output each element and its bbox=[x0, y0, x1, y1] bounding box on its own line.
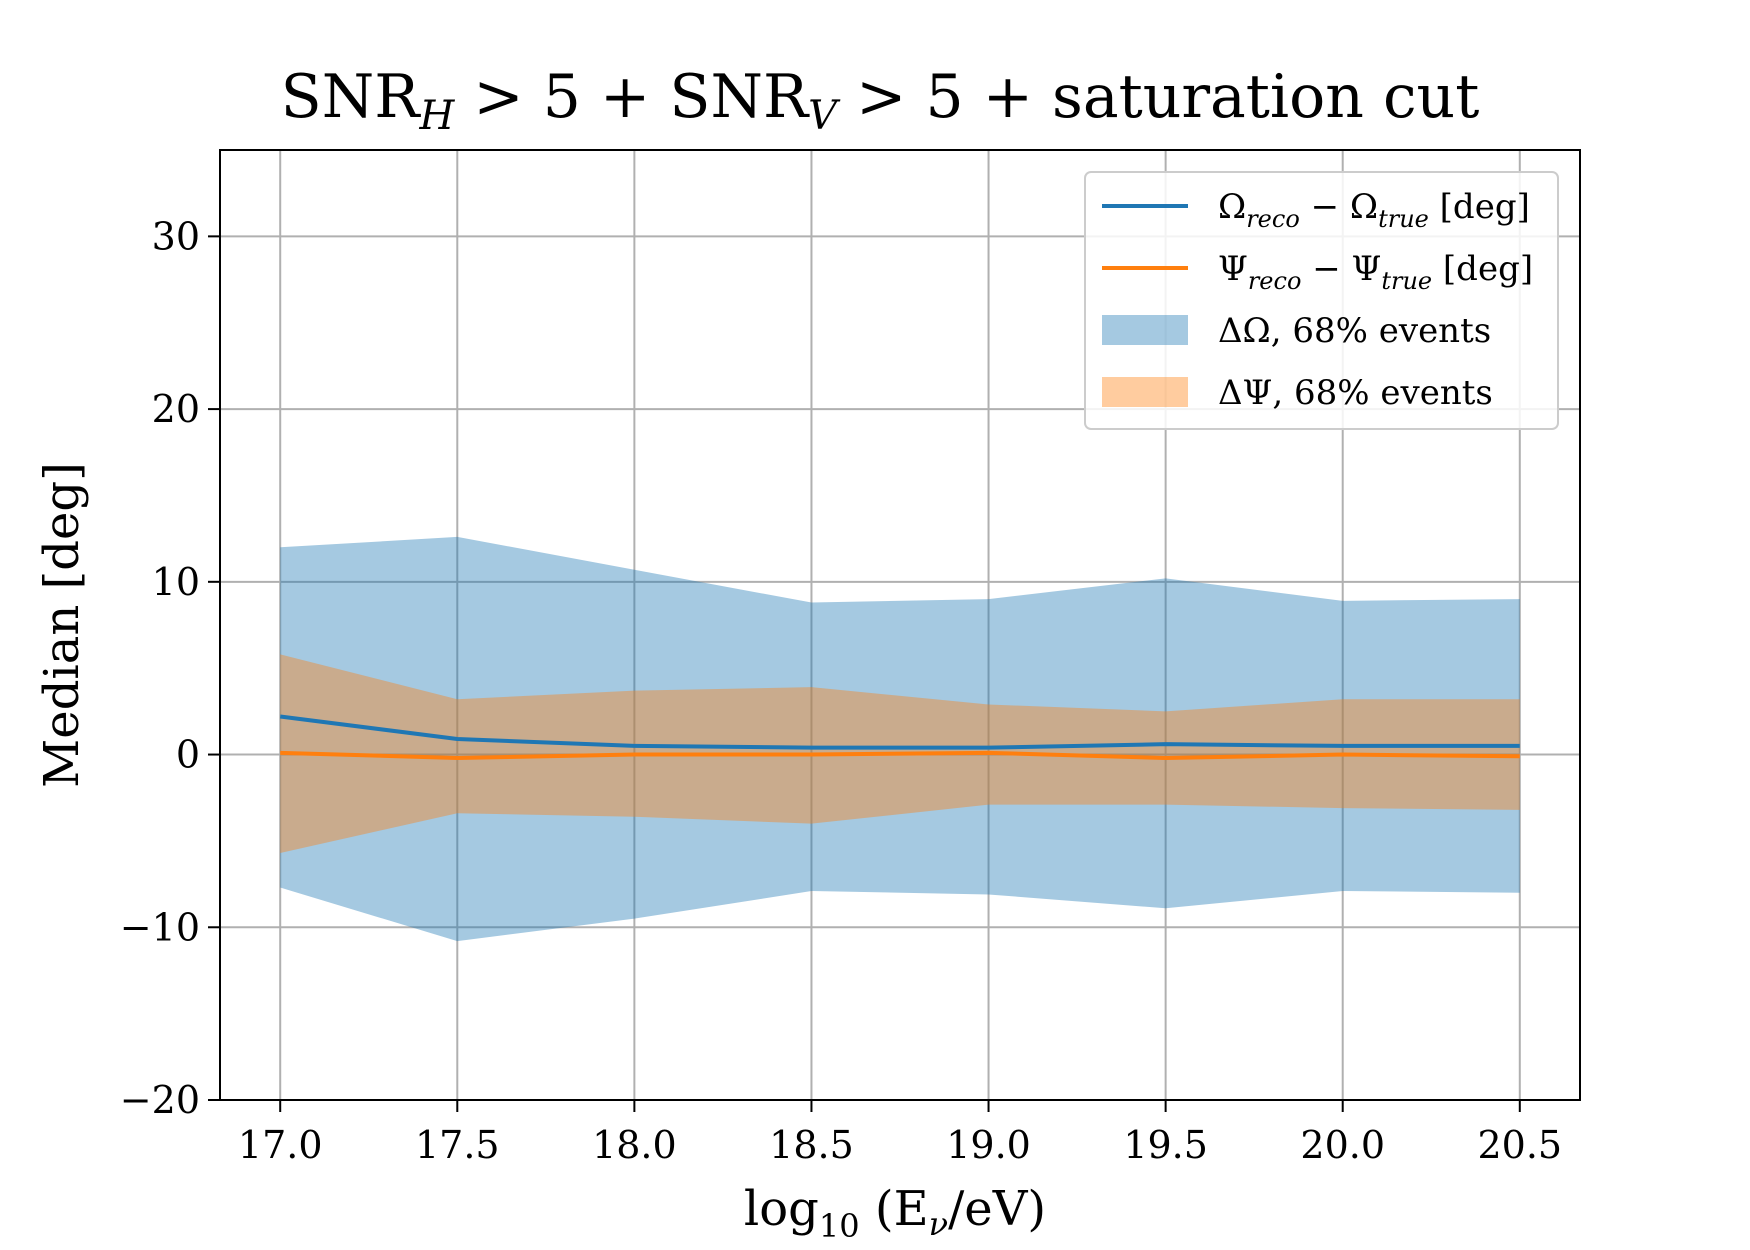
x-axis-label: log10 (Eν/eV) bbox=[744, 1181, 1046, 1245]
legend-label: Ωreco − Ωtrue [deg] bbox=[1218, 187, 1530, 233]
y-tick-label: 10 bbox=[152, 560, 200, 604]
axis-ticks: 17.0 17.5 18.0 18.5 19.0 19.5 20.0 20.5 −20 −10 0 1… bbox=[120, 214, 1562, 1167]
y-tick-label: 30 bbox=[152, 214, 200, 258]
legend-label: Ψreco − Ψtrue [deg] bbox=[1218, 249, 1533, 295]
x-tick-label: 18.5 bbox=[769, 1123, 854, 1167]
x-tick-label: 18.0 bbox=[592, 1123, 677, 1167]
y-tick-label: 0 bbox=[176, 733, 200, 777]
legend: Ωreco − Ωtrue [deg] Ψreco − Ψtrue [deg] ΔΩ… bbox=[1084, 171, 1559, 430]
line-omega-median bbox=[279, 714, 1520, 750]
legend-box bbox=[1084, 171, 1559, 430]
y-tick-label: 20 bbox=[152, 387, 200, 431]
legend-swatch-band bbox=[1102, 377, 1188, 407]
x-tick-label: 17.0 bbox=[238, 1123, 323, 1167]
line-psi-median bbox=[280, 750, 1520, 760]
band-delta-omega bbox=[280, 536, 1520, 942]
legend-swatch-band bbox=[1102, 315, 1188, 345]
x-tick-label: 20.5 bbox=[1477, 1123, 1562, 1167]
median-lines bbox=[279, 714, 1520, 760]
legend-label: ΔΩ, 68% events bbox=[1218, 311, 1491, 351]
plot-frame bbox=[219, 149, 1581, 1101]
legend-label: ΔΨ, 68% events bbox=[1218, 373, 1493, 413]
y-axis-label: Median [deg] bbox=[34, 462, 90, 788]
y-tick-label: −10 bbox=[120, 905, 200, 949]
x-tick-label: 17.5 bbox=[415, 1123, 500, 1167]
x-tick-label: 20.0 bbox=[1300, 1123, 1385, 1167]
x-tick-label: 19.0 bbox=[946, 1123, 1031, 1167]
y-tick-label: −20 bbox=[120, 1078, 200, 1122]
x-tick-label: 19.5 bbox=[1123, 1123, 1208, 1167]
chart-title: SNRH > 5 + SNRV > 5 + saturation cut bbox=[281, 62, 1480, 139]
